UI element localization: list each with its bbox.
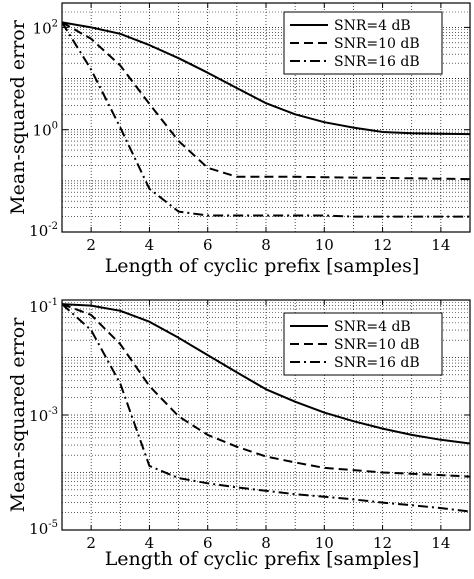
legend-label: SNR=10 dB (334, 36, 420, 52)
legend-label: SNR=4 dB (334, 18, 411, 34)
y-tick-exponent: -5 (48, 519, 58, 530)
x-tick-label: 8 (261, 236, 271, 254)
x-tick-label: 4 (145, 236, 155, 254)
x-axis-label: Length of cyclic prefix [samples] (105, 255, 420, 277)
legend-label: SNR=16 dB (334, 355, 420, 371)
legend-label: SNR=16 dB (334, 54, 420, 70)
y-tick-base: 10 (29, 222, 48, 240)
x-tick-label: 12 (373, 236, 392, 254)
y-tick-base: 10 (29, 407, 48, 425)
y-axis-label: Mean-squared error (7, 317, 29, 513)
x-tick-label: 10 (315, 236, 334, 254)
y-tick-exponent: -3 (48, 406, 58, 417)
y-tick-base: 10 (29, 520, 48, 538)
x-tick-label: 14 (431, 236, 450, 254)
x-axis-label: Length of cyclic prefix [samples] (105, 548, 420, 570)
y-tick-exponent: 0 (52, 121, 58, 132)
legend-label: SNR=4 dB (334, 319, 411, 335)
y-tick-base: 10 (33, 122, 52, 140)
x-tick-label: 2 (86, 534, 96, 552)
y-axis-label: Mean-squared error (7, 19, 29, 215)
x-tick-label: 6 (203, 236, 213, 254)
y-tick-exponent: 2 (52, 18, 58, 29)
y-tick-base: 10 (29, 298, 48, 316)
y-tick-exponent: -1 (48, 297, 58, 308)
x-tick-label: 14 (431, 534, 450, 552)
y-tick-base: 10 (33, 19, 52, 37)
legend-label: SNR=10 dB (334, 337, 420, 353)
y-tick-exponent: -2 (48, 221, 58, 232)
x-tick-label: 2 (86, 236, 96, 254)
